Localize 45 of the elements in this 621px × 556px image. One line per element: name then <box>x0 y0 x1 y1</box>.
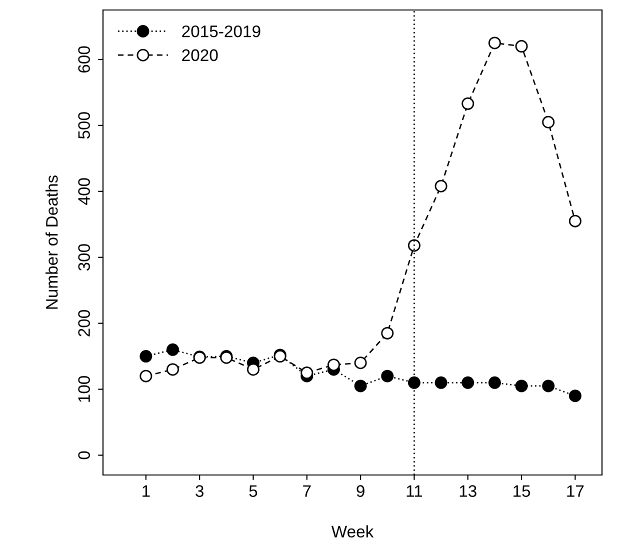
y-tick-label: 200 <box>78 310 90 336</box>
y-tick-label: 0 <box>78 451 90 460</box>
x-tick-label: 1 <box>142 485 150 497</box>
x-tick-label: 15 <box>514 485 530 497</box>
x-tick-label: 13 <box>460 485 476 497</box>
x-tick-label: 11 <box>406 485 422 497</box>
y-tick-label: 100 <box>78 376 90 402</box>
point <box>408 376 420 389</box>
y-tick-label: 400 <box>78 178 90 205</box>
x-tick-label: 7 <box>303 485 311 497</box>
y-tick-label: 500 <box>78 112 90 139</box>
point <box>327 358 340 372</box>
point <box>462 97 474 110</box>
x-tick-label: 9 <box>356 485 364 497</box>
point <box>140 370 152 382</box>
point <box>381 370 394 382</box>
y-axis-title: Number of Deaths <box>46 175 58 309</box>
point <box>166 363 180 376</box>
point <box>246 363 260 376</box>
point <box>381 326 394 340</box>
point <box>140 350 152 363</box>
legend-label: 2015-2019 <box>182 25 260 38</box>
point <box>542 380 555 392</box>
point <box>488 376 501 389</box>
legend-label: 2020 <box>182 49 218 62</box>
point <box>354 380 367 392</box>
point <box>166 343 180 356</box>
y-tick-label: 600 <box>78 46 90 73</box>
point <box>568 390 582 402</box>
x-tick-label: 3 <box>196 485 204 497</box>
point <box>462 376 474 389</box>
point <box>568 214 582 228</box>
y-tick-label: 300 <box>78 244 90 271</box>
point <box>515 380 528 392</box>
point <box>408 239 420 252</box>
point <box>434 376 448 389</box>
point <box>515 40 528 53</box>
point <box>488 36 501 50</box>
point <box>354 356 367 370</box>
x-axis-title: Week <box>331 525 374 538</box>
x-tick-label: 5 <box>249 485 258 497</box>
point <box>434 180 448 192</box>
point <box>542 116 555 128</box>
point <box>300 366 314 380</box>
x-tick-label: 17 <box>567 485 584 497</box>
